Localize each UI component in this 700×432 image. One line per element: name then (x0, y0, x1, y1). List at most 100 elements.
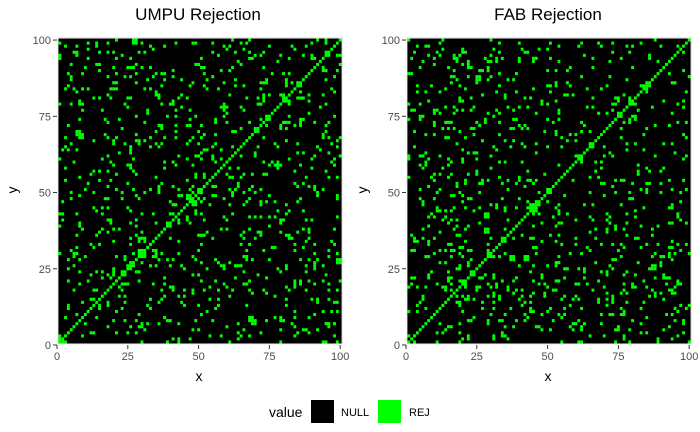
rej-cell (432, 172, 436, 176)
rej-cell (639, 90, 643, 94)
rej-cell (338, 38, 342, 42)
rej-cell (324, 78, 328, 82)
rej-cell (242, 270, 246, 274)
rej-cell (197, 248, 201, 253)
rej-cell (316, 258, 319, 262)
rej-cell (546, 264, 550, 268)
rej-cell (163, 78, 167, 82)
rej-cell (512, 325, 516, 329)
rej-cell (469, 108, 473, 112)
rej-cell (123, 273, 127, 277)
rej-cell (137, 50, 141, 54)
rej-cell (662, 255, 666, 259)
rej-cell (659, 261, 663, 265)
y-tick-label: 25 (388, 264, 400, 276)
y-tick-label: 25 (39, 264, 51, 276)
rej-cell (106, 184, 110, 189)
rej-cell (571, 297, 575, 301)
rej-cell (250, 56, 254, 60)
rej-cell (253, 322, 257, 326)
rej-cell (625, 270, 629, 274)
rej-cell (242, 172, 246, 176)
rej-cell (645, 187, 649, 192)
rej-cell (151, 75, 155, 79)
rej-cell (447, 279, 450, 283)
y-tick-label: 100 (33, 35, 51, 47)
rej-cell (304, 239, 308, 243)
rej-cell (670, 142, 674, 146)
rej-cell (492, 255, 496, 259)
rej-cell (248, 316, 252, 320)
rej-cell (273, 294, 277, 298)
rej-cell (72, 325, 76, 329)
rej-cell (447, 221, 450, 225)
rej-cell (92, 191, 96, 195)
fab-panel-title: FAB Rejection (494, 5, 602, 24)
rej-cell (216, 87, 220, 91)
rej-cell (472, 133, 476, 137)
rej-cell (168, 264, 172, 268)
rej-cell (222, 105, 226, 109)
rej-cell (330, 47, 334, 51)
rej-cell (157, 300, 161, 304)
rej-cell (293, 87, 297, 91)
rej-cell (168, 224, 172, 228)
rej-cell (577, 157, 581, 161)
rej-cell (659, 291, 663, 295)
rej-cell (407, 72, 411, 76)
rej-cell (287, 72, 291, 76)
rej-cell (461, 108, 465, 112)
rej-cell (245, 139, 249, 143)
rej-cell (529, 294, 533, 298)
rej-cell (78, 282, 82, 286)
rej-cell (270, 245, 274, 249)
rej-cell (284, 139, 288, 143)
rej-cell (211, 175, 215, 179)
rej-cell (639, 224, 643, 228)
rej-cell (211, 236, 215, 240)
rej-cell (307, 72, 311, 76)
rej-cell (310, 157, 314, 161)
rej-cell (140, 325, 144, 329)
rej-cell (498, 50, 501, 54)
rej-cell (534, 56, 538, 60)
rej-cell (458, 267, 462, 271)
rej-cell (106, 197, 110, 201)
rej-cell (66, 72, 70, 76)
rej-cell (515, 72, 518, 76)
rej-cell (140, 212, 144, 216)
rej-cell (270, 160, 274, 164)
rej-cell (594, 160, 598, 164)
rej-cell (58, 340, 62, 344)
rej-cell (509, 145, 513, 149)
rej-cell (489, 53, 493, 57)
rej-cell (549, 233, 552, 237)
rej-cell (64, 145, 67, 149)
rej-cell (673, 53, 677, 57)
rej-cell (492, 273, 496, 277)
rej-cell (444, 285, 448, 289)
rej-cell (625, 233, 629, 237)
rej-cell (469, 273, 473, 277)
rej-cell (284, 84, 288, 88)
rej-cell (687, 75, 691, 79)
rej-cell (188, 337, 192, 341)
rej-cell (92, 331, 96, 335)
rej-cell (100, 206, 104, 210)
rej-cell (205, 267, 209, 271)
rej-cell (554, 130, 558, 134)
rej-cell (117, 294, 121, 298)
rej-cell (602, 194, 606, 198)
rej-cell (95, 233, 99, 237)
rej-cell (526, 169, 530, 173)
rej-cell (106, 303, 110, 307)
rej-cell (171, 337, 175, 341)
rej-cell (631, 99, 635, 103)
rej-cell (287, 56, 291, 60)
rej-cell (316, 300, 319, 304)
rej-cell (489, 154, 493, 158)
rej-cell (183, 294, 186, 298)
rej-cell (665, 312, 668, 317)
rej-cell (123, 258, 127, 262)
rej-cell (154, 221, 158, 225)
